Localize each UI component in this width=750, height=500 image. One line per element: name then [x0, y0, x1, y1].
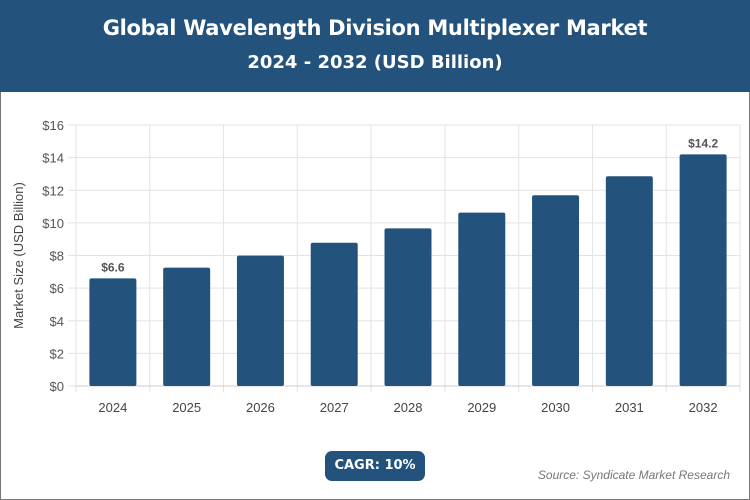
source-note: Source: Syndicate Market Research — [537, 468, 730, 482]
x-tick-label: 2029 — [467, 400, 496, 415]
x-tick-label: 2027 — [320, 400, 349, 415]
bar-2025 — [163, 267, 211, 386]
bar-2026 — [236, 255, 284, 386]
y-tick-label: $16 — [42, 118, 64, 133]
x-tick-label: 2031 — [615, 400, 644, 415]
y-tick-label: $12 — [42, 183, 64, 198]
bar-2032 — [679, 154, 727, 386]
y-axis-title: Market Size (USD Billion) — [11, 182, 26, 329]
x-tick-label: 2026 — [246, 400, 275, 415]
x-tick-label: 2032 — [689, 400, 718, 415]
bar-2029 — [458, 212, 506, 386]
y-tick-label: $10 — [42, 216, 64, 231]
bar-2028 — [384, 228, 432, 386]
x-tick-label: 2030 — [541, 400, 570, 415]
y-tick-label: $4 — [50, 314, 64, 329]
y-tick-label: $14 — [42, 151, 64, 166]
data-label-2032: $14.2 — [688, 136, 718, 150]
x-tick-label: 2028 — [394, 400, 423, 415]
cagr-badge: CAGR: 10% — [325, 451, 425, 481]
chart-title: Global Wavelength Division Multiplexer M… — [102, 16, 648, 40]
y-tick-label: $6 — [50, 281, 64, 296]
bar-2027 — [310, 242, 358, 386]
x-tick-label: 2024 — [98, 400, 127, 415]
x-tick-label: 2025 — [172, 400, 201, 415]
chart-header: Global Wavelength Division Multiplexer M… — [0, 0, 750, 92]
bar-2024 — [89, 278, 137, 386]
bar-2031 — [605, 176, 653, 386]
y-tick-label: $2 — [50, 346, 64, 361]
y-tick-label: $8 — [50, 249, 64, 264]
bar-2030 — [532, 195, 580, 386]
y-tick-label: $0 — [50, 379, 64, 394]
data-label-2024: $6.6 — [101, 260, 125, 274]
chart-subtitle: 2024 - 2032 (USD Billion) — [247, 52, 503, 73]
